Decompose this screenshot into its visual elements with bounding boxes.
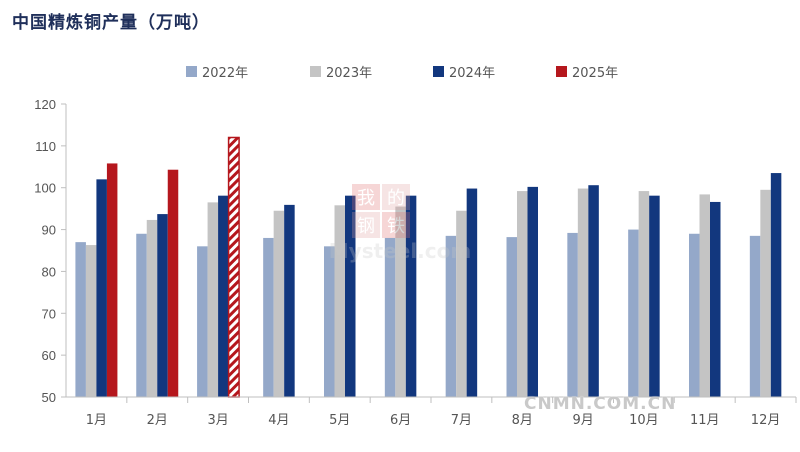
legend-label-2022: 2022年 (202, 66, 249, 81)
axes-group: 50 60 70 80 90 100 110 120 1月 2月 3月 4月 5月 6月 7月 8月 9月 10月… (34, 97, 797, 428)
x-tick-label: 11月 (690, 413, 720, 428)
x-tick-label: 10月 (629, 413, 659, 428)
bar-2024年-4月 (284, 204, 295, 397)
bar-2023年-10月 (638, 191, 650, 397)
x-tick-label: 2月 (147, 413, 168, 428)
bar-2023年-1月 (85, 245, 97, 397)
bar-2024年-11月 (710, 201, 721, 397)
bar-2024年-2月 (157, 214, 168, 397)
legend-label-2023: 2023年 (326, 66, 373, 81)
bar-2022年-7月 (445, 235, 457, 397)
y-tick-label: 80 (42, 264, 56, 279)
y-tick-label: 70 (42, 306, 56, 321)
legend-item-2022: 2022年 (186, 62, 248, 81)
bar-2022年-10月 (628, 229, 639, 397)
legend-item-2023: 2023年 (310, 62, 372, 81)
bar-2023年-3月 (207, 202, 219, 397)
bar-2024年-6月 (405, 195, 417, 397)
legend-swatch-2023 (310, 66, 321, 77)
y-tick-label: 60 (42, 348, 56, 363)
x-tick-label: 1月 (86, 413, 107, 428)
bar-2025年-1月 (106, 163, 118, 397)
bar-2024年-9月 (588, 185, 599, 397)
y-tick-label: 50 (42, 390, 56, 405)
bar-2023年-11月 (699, 194, 710, 397)
x-tick-label: 3月 (207, 413, 228, 428)
bar-2022年-4月 (263, 237, 274, 397)
chart-title: 中国精炼铜产量（万吨） (12, 13, 210, 33)
legend-item-2025: 2025年 (556, 62, 618, 81)
y-tick-label: 110 (35, 139, 56, 154)
y-tick-label: 90 (42, 223, 56, 238)
bar-2022年-5月 (324, 246, 335, 397)
bar-2022年-1月 (75, 242, 86, 397)
bar-2022年-9月 (567, 232, 578, 397)
bar-2023年-5月 (334, 205, 345, 397)
legend-item-2024: 2024年 (433, 62, 495, 81)
bar-2023年-6月 (395, 206, 406, 397)
x-tick-label: 7月 (451, 413, 472, 428)
y-tick-label: 100 (34, 181, 56, 196)
legend-label-2024: 2024年 (449, 66, 496, 81)
bar-2025年-3月 (227, 136, 240, 398)
bar-2022年-3月 (197, 246, 208, 397)
bar-2024年-1月 (96, 179, 107, 397)
bar-2024年-10月 (649, 195, 660, 397)
bar-2023年-4月 (273, 210, 285, 397)
bar-2022年-6月 (384, 237, 396, 397)
bar-2023年-8月 (517, 191, 528, 397)
bar-2024年-7月 (466, 188, 478, 397)
x-tick-label: 9月 (572, 413, 593, 428)
bar-2024年-3月 (218, 195, 229, 397)
bar-2024年-12月 (770, 173, 782, 397)
x-tick-label: 4月 (268, 413, 289, 428)
bar-2024年-8月 (527, 186, 538, 397)
bar-2023年-7月 (456, 210, 467, 397)
bar-2022年-11月 (689, 233, 700, 397)
bar-2023年-12月 (760, 189, 771, 397)
bar-group (75, 136, 782, 398)
site-watermark: CNMN.COM.CN (524, 394, 677, 414)
legend-swatch-2024 (433, 66, 444, 77)
x-tick-label: 12月 (751, 413, 781, 428)
x-tick-label: 6月 (390, 413, 411, 428)
bar-2023年-9月 (577, 188, 589, 397)
legend-swatch-2022 (186, 66, 197, 77)
chart-legend: 2022年 2023年 2024年 2025年 (0, 62, 800, 82)
bar-2022年-2月 (136, 233, 147, 397)
legend-swatch-2025 (556, 66, 567, 77)
bar-2025年-2月 (167, 169, 179, 397)
bar-2022年-8月 (506, 237, 517, 397)
bar-2024年-5月 (345, 195, 356, 397)
bar-2023年-2月 (146, 219, 158, 397)
x-tick-label: 8月 (512, 413, 533, 428)
legend-label-2025: 2025年 (572, 66, 619, 81)
x-tick-label: 5月 (329, 413, 350, 428)
y-tick-label: 120 (34, 97, 56, 112)
bar-2022年-12月 (749, 235, 761, 397)
